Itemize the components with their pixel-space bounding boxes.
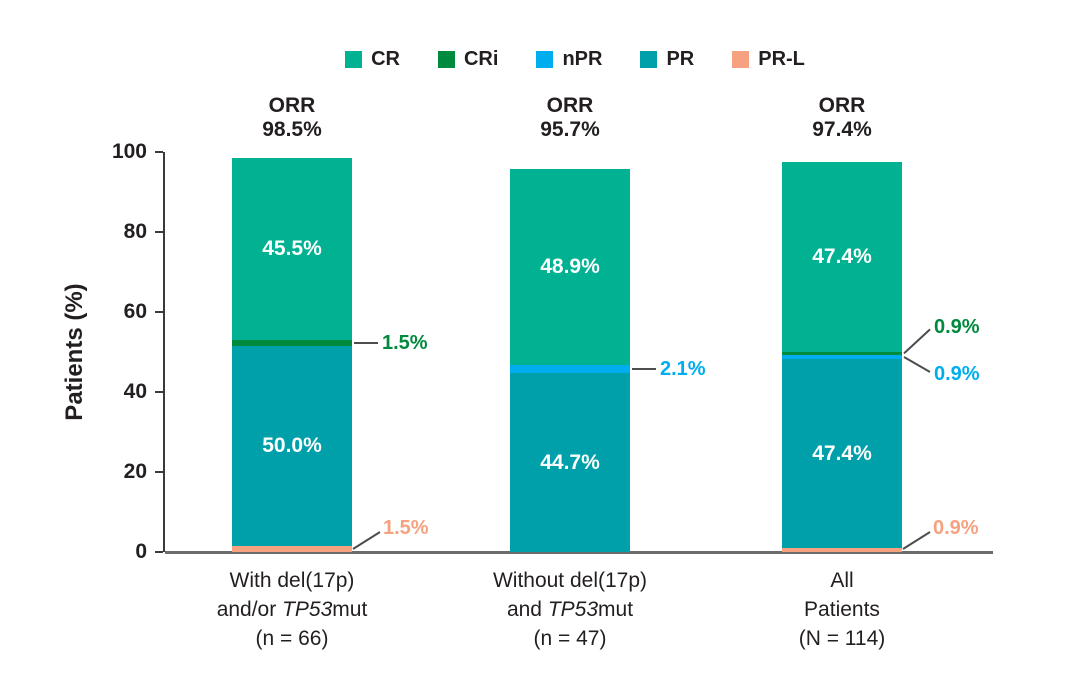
legend: CR CRi nPR PR PR-L [0, 46, 1080, 72]
callout-line [352, 531, 381, 550]
y-tick-mark [155, 471, 163, 473]
legend-swatch-PR [640, 50, 658, 68]
legend-swatch-CR [345, 50, 363, 68]
category-label-text: (N = 114) [798, 627, 886, 650]
y-axis-title: Patients (%) [61, 283, 88, 421]
orr-title: ORR [268, 94, 316, 117]
category-label-italic-text: TP53 [282, 598, 333, 621]
category-label: Without del(17p) and TP53mut (n = 47) [430, 566, 710, 653]
category-label-line: Without del(17p) [430, 566, 710, 595]
bar-segment-nPR [510, 364, 630, 374]
bar-segment-CR [232, 158, 352, 340]
orr-annotation: ORR 98.5% [212, 94, 372, 142]
bar-segment-PR [232, 346, 352, 546]
legend-item-PR: PR [640, 48, 694, 71]
legend-item-CRi: CRi [437, 47, 499, 71]
callout-line [903, 356, 931, 373]
callout-line [902, 531, 931, 550]
category-label-line: Patients [702, 595, 982, 624]
segment-label-PR: 47.4% [812, 441, 872, 465]
bar-segment-nPR [782, 355, 902, 359]
y-tick-label: 20 [123, 460, 147, 483]
segment-label-CR: 47.4% [812, 244, 872, 268]
legend-item-nPR: nPR [536, 48, 602, 71]
y-tick-mark [155, 551, 163, 553]
x-axis-baseline [165, 551, 993, 554]
category-label-text: All [830, 569, 854, 592]
orr-value: 95.7% [540, 118, 600, 141]
orr-title: ORR [546, 94, 594, 117]
legend-swatch-nPR [536, 50, 554, 68]
y-tick-label: 60 [123, 300, 147, 323]
orr-value: 97.4% [812, 118, 872, 141]
callout-line [903, 328, 931, 355]
y-tick-mark [155, 231, 163, 233]
y-tick-label: 80 [123, 220, 147, 243]
segment-callout-nPR: 0.9% [934, 363, 980, 385]
category-label-text: mut [332, 598, 368, 621]
y-axis-line [163, 152, 165, 552]
category-label-line: (N = 114) [702, 624, 982, 653]
segment-label-PR: 44.7% [540, 450, 600, 474]
orr-annotation: ORR 95.7% [490, 94, 650, 142]
category-label-text: Patients [804, 598, 880, 621]
category-label-text: (n = 47) [533, 627, 607, 650]
legend-label: CRi [463, 47, 499, 70]
legend-label: CR [371, 47, 400, 70]
segment-callout-PR-L: 0.9% [933, 517, 979, 539]
category-label-line: and TP53mut [430, 595, 710, 624]
category-label-italic-text: TP53 [547, 598, 599, 621]
category-label-line: (n = 47) [430, 624, 710, 653]
legend-label: PR [666, 47, 695, 70]
legend-item-CR: CR [345, 48, 400, 71]
category-label-text: (n = 66) [255, 627, 329, 650]
bar-segment-CRi [782, 351, 902, 356]
segment-label-CR: 48.9% [540, 255, 600, 278]
orr-value: 98.5% [262, 118, 322, 141]
y-tick-label: 40 [123, 380, 147, 403]
segment-callout-nPR: 2.1% [660, 358, 706, 380]
segment-label-CR: 45.5% [262, 237, 322, 260]
category-label-text: and/or [216, 598, 283, 621]
category-label: With del(17p) and/or TP53mut (n = 66) [152, 566, 432, 653]
segment-callout-PR-L: 1.5% [383, 517, 429, 539]
bar-segment-CR [782, 162, 902, 352]
bar-segment-PR [782, 358, 902, 549]
segment-callout-CRi: 1.5% [382, 332, 428, 354]
bar-segment-CRi [232, 340, 352, 346]
legend-label: PR-L [758, 47, 805, 70]
bar-segment-CR [510, 169, 630, 365]
orr-annotation: ORR 97.4% [762, 94, 922, 142]
category-label-line: All [702, 566, 982, 595]
category-label-line: and/or TP53mut [152, 595, 432, 624]
y-tick-mark [155, 311, 163, 313]
legend-swatch-CRi [437, 50, 455, 68]
category-label-text: mut [598, 598, 634, 621]
category-label-line: (n = 66) [152, 624, 432, 653]
category-label-text: With del(17p) [229, 569, 355, 592]
category-label-text: and [506, 598, 548, 621]
legend-swatch-PR-L [732, 50, 750, 68]
bar-segment-PR-L [232, 546, 352, 552]
orr-title: ORR [818, 94, 866, 117]
bar-segment-PR [510, 373, 630, 552]
category-label-line: With del(17p) [152, 566, 432, 595]
segment-callout-CRi: 0.9% [934, 316, 980, 339]
y-tick-mark [155, 151, 163, 153]
y-tick-label: 100 [111, 140, 147, 163]
segment-label-PR: 50.0% [262, 434, 322, 457]
y-tick-label: 0 [135, 540, 147, 563]
category-label-text: Without del(17p) [492, 569, 648, 592]
bar-segment-PR-L [782, 548, 902, 552]
legend-item-PR-L: PR-L [732, 48, 805, 71]
legend-label: nPR [562, 47, 603, 70]
y-tick-mark [155, 391, 163, 393]
category-label: All Patients (N = 114) [702, 566, 982, 653]
